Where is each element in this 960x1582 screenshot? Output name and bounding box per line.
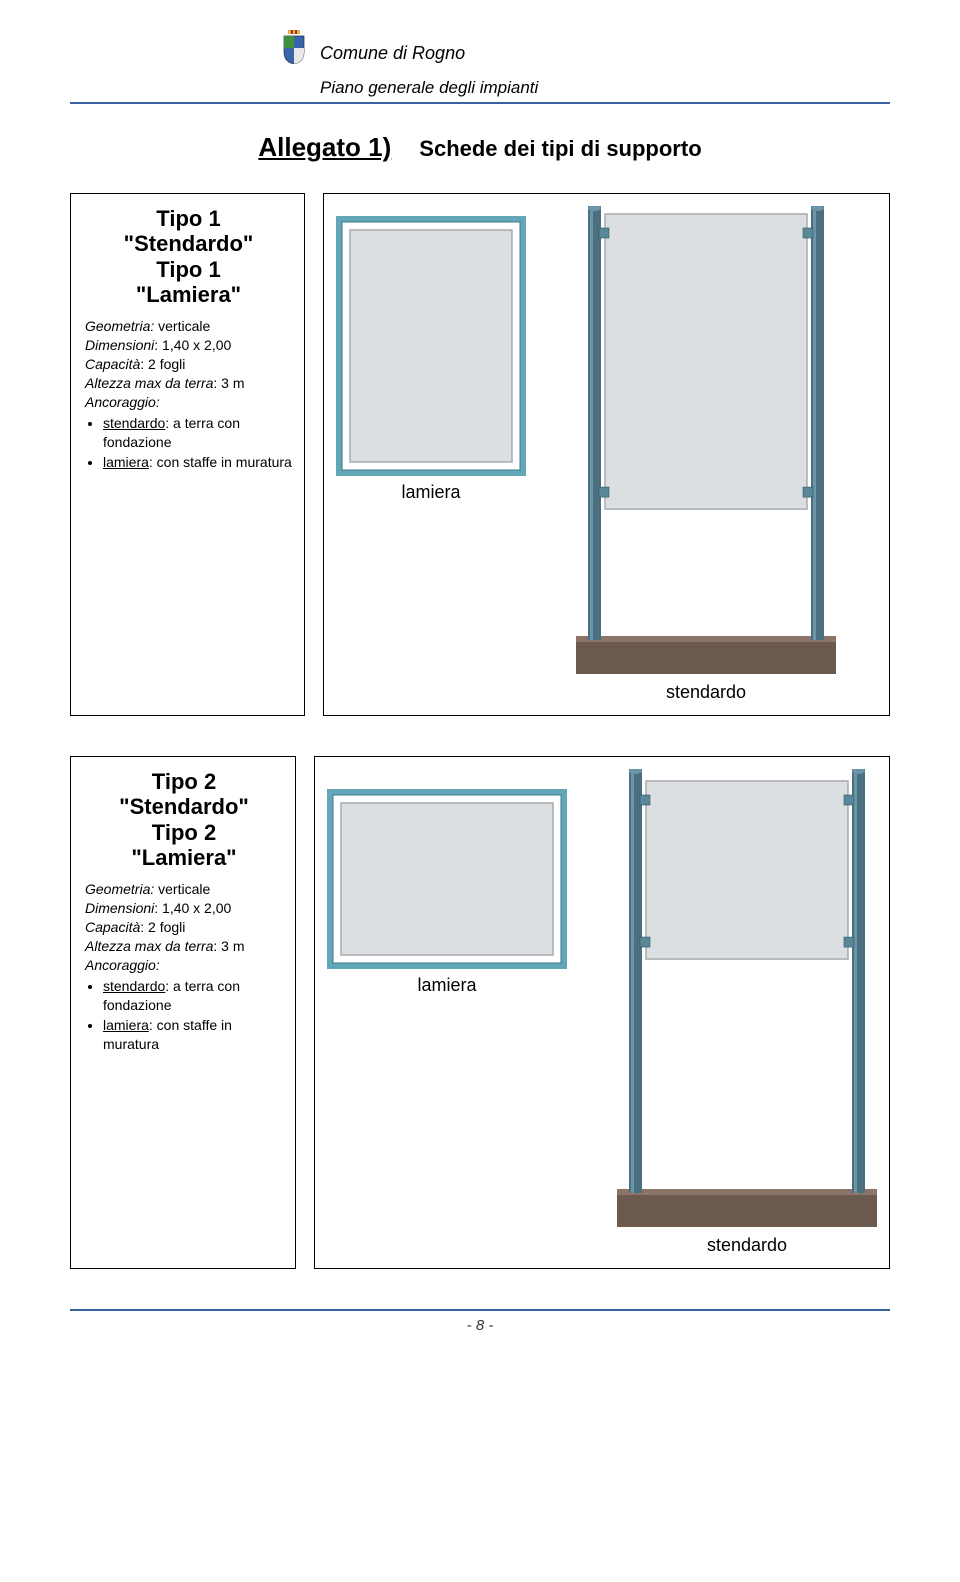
allegato-label: Allegato 1): [258, 132, 391, 163]
anc-item: stendardo: a terra con fondazione: [103, 977, 283, 1015]
anc-item: stendardo: a terra con fondazione: [103, 414, 292, 452]
geom-val: verticale: [154, 881, 210, 897]
desc-title-1: Tipo 1"Stendardo"Tipo 1"Lamiera": [85, 206, 292, 307]
lamiera-caption: lamiera: [401, 482, 460, 503]
alt-label: Altezza max da terra: [85, 375, 213, 391]
dim-label: Dimensioni: [85, 337, 154, 353]
cap-val: : 2 fogli: [140, 356, 185, 372]
stendardo-diagram: [576, 206, 836, 676]
anc-rest: : con staffe in muratura: [149, 454, 292, 470]
block-2: Tipo 2"Stendardo"Tipo 2"Lamiera" Geometr…: [70, 756, 890, 1269]
subtitle-label: Schede dei tipi di supporto: [419, 136, 701, 162]
desc-title-2: Tipo 2"Stendardo"Tipo 2"Lamiera": [85, 769, 283, 870]
desc-box-1: Tipo 1"Stendardo"Tipo 1"Lamiera" Geometr…: [70, 193, 305, 716]
lamiera-diagram: [336, 216, 526, 476]
geom-label: Geometria:: [85, 318, 154, 334]
crest-icon: [280, 30, 308, 64]
anc-label: Ancoraggio:: [85, 957, 160, 973]
geom-val: verticale: [154, 318, 210, 334]
footer-rule: [70, 1309, 890, 1311]
anc-item: lamiera: con staffe in muratura: [103, 453, 292, 472]
fig-box-2: lamiera stendardo: [314, 756, 890, 1269]
cap-label: Capacità: [85, 919, 140, 935]
page-header: Comune di Rogno Piano generale degli imp…: [70, 30, 890, 104]
anc-u: stendardo: [103, 978, 165, 994]
header-org: Comune di Rogno: [320, 43, 465, 64]
anc-label: Ancoraggio:: [85, 394, 160, 410]
stendardo-caption: stendardo: [666, 682, 746, 703]
alt-val: : 3 m: [213, 938, 244, 954]
lamiera-diagram: [327, 789, 567, 969]
anc-item: lamiera: con staffe in muratura: [103, 1016, 283, 1054]
anc-u: lamiera: [103, 1017, 149, 1033]
alt-val: : 3 m: [213, 375, 244, 391]
anc-u: lamiera: [103, 454, 149, 470]
cap-val: : 2 fogli: [140, 919, 185, 935]
title-row: Allegato 1) Schede dei tipi di supporto: [70, 132, 890, 163]
header-doc: Piano generale degli impianti: [70, 78, 890, 98]
desc-box-2: Tipo 2"Stendardo"Tipo 2"Lamiera" Geometr…: [70, 756, 296, 1269]
page-number: - 8 -: [70, 1317, 890, 1334]
geom-label: Geometria:: [85, 881, 154, 897]
dim-label: Dimensioni: [85, 900, 154, 916]
dim-val: : 1,40 x 2,00: [154, 337, 231, 353]
alt-label: Altezza max da terra: [85, 938, 213, 954]
lamiera-caption: lamiera: [417, 975, 476, 996]
header-rule: [70, 102, 890, 104]
dim-val: : 1,40 x 2,00: [154, 900, 231, 916]
fig-box-1: lamiera stendardo: [323, 193, 890, 716]
block-1: Tipo 1"Stendardo"Tipo 1"Lamiera" Geometr…: [70, 193, 890, 716]
anc-u: stendardo: [103, 415, 165, 431]
stendardo-caption: stendardo: [707, 1235, 787, 1256]
cap-label: Capacità: [85, 356, 140, 372]
stendardo-diagram: [617, 769, 877, 1229]
